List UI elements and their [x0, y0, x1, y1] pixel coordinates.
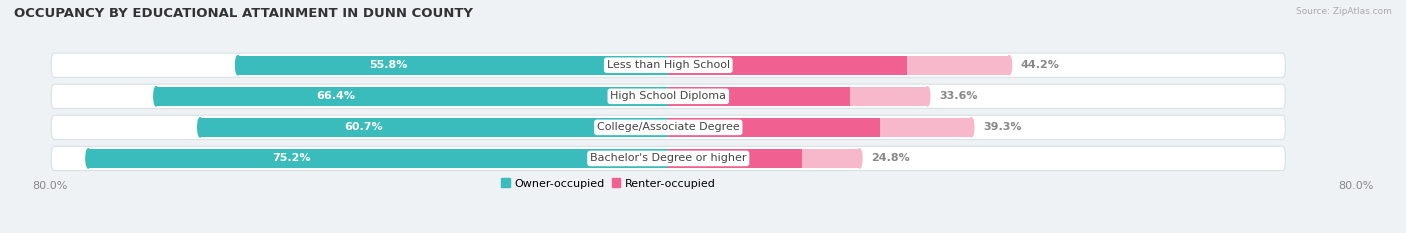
Legend: Owner-occupied, Renter-occupied: Owner-occupied, Renter-occupied — [496, 174, 720, 193]
Text: 66.4%: 66.4% — [316, 91, 354, 101]
Text: 80.0%: 80.0% — [32, 181, 67, 191]
Bar — [200, 118, 668, 137]
Bar — [880, 118, 972, 137]
Circle shape — [969, 118, 974, 137]
FancyBboxPatch shape — [51, 146, 1285, 171]
Bar — [907, 56, 1010, 75]
Text: 24.8%: 24.8% — [872, 154, 910, 163]
Bar — [803, 149, 859, 168]
Circle shape — [236, 56, 240, 75]
Circle shape — [858, 149, 862, 168]
Bar — [849, 87, 928, 106]
Text: College/Associate Degree: College/Associate Degree — [598, 122, 740, 132]
Text: Source: ZipAtlas.com: Source: ZipAtlas.com — [1296, 7, 1392, 16]
Text: 39.3%: 39.3% — [983, 122, 1022, 132]
Bar — [156, 87, 668, 106]
Circle shape — [198, 118, 202, 137]
Text: High School Diploma: High School Diploma — [610, 91, 727, 101]
Bar — [668, 87, 928, 106]
Circle shape — [925, 87, 929, 106]
Bar — [89, 149, 668, 168]
Circle shape — [86, 149, 90, 168]
FancyBboxPatch shape — [51, 115, 1285, 140]
Text: Less than High School: Less than High School — [607, 60, 730, 70]
Bar — [238, 56, 668, 75]
Text: 60.7%: 60.7% — [344, 122, 384, 132]
FancyBboxPatch shape — [51, 84, 1285, 108]
Text: 55.8%: 55.8% — [370, 60, 408, 70]
Circle shape — [1007, 56, 1011, 75]
Bar — [668, 118, 972, 137]
Bar — [668, 56, 1010, 75]
Text: 80.0%: 80.0% — [1339, 181, 1374, 191]
Text: 33.6%: 33.6% — [939, 91, 977, 101]
Text: Bachelor's Degree or higher: Bachelor's Degree or higher — [591, 154, 747, 163]
Text: OCCUPANCY BY EDUCATIONAL ATTAINMENT IN DUNN COUNTY: OCCUPANCY BY EDUCATIONAL ATTAINMENT IN D… — [14, 7, 472, 20]
Text: 75.2%: 75.2% — [271, 154, 311, 163]
Circle shape — [153, 87, 159, 106]
Bar — [668, 149, 859, 168]
FancyBboxPatch shape — [51, 53, 1285, 77]
Text: 44.2%: 44.2% — [1021, 60, 1060, 70]
